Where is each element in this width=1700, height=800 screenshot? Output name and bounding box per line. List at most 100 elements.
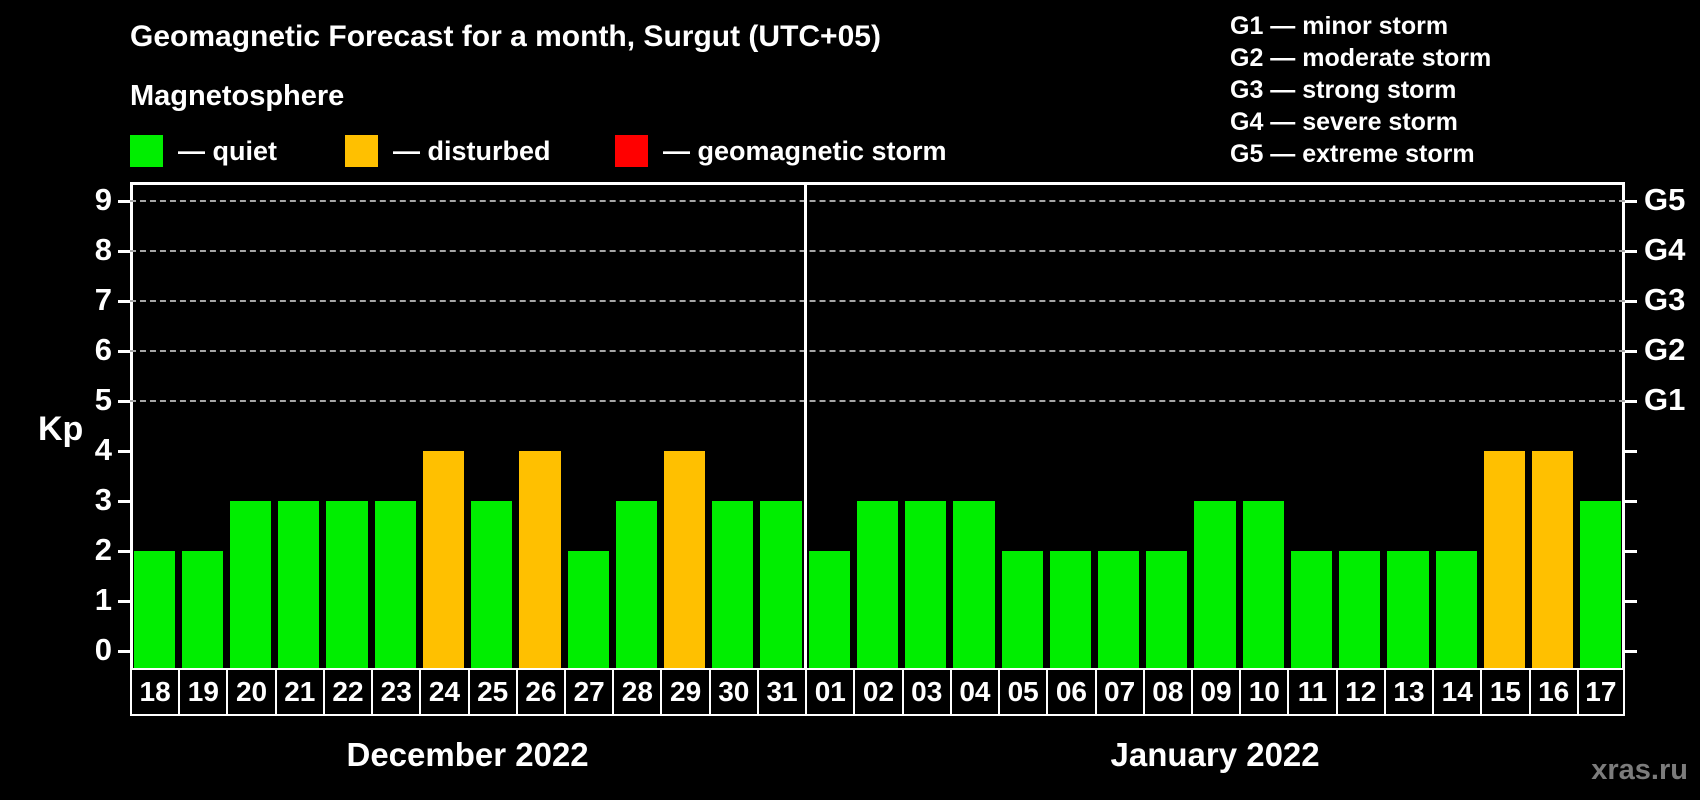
y-axis-tick-right <box>1625 650 1637 653</box>
y-axis-tick <box>118 250 130 253</box>
y-axis-tick-right <box>1625 200 1637 203</box>
day-label: 03 <box>901 668 952 716</box>
y-axis-tick-label: 1 <box>94 581 112 617</box>
storm-scale-line: G1 — minor storm <box>1230 12 1449 40</box>
plot-area <box>130 182 1625 668</box>
legend-label-disturbed: — disturbed <box>393 136 551 166</box>
kp-bar <box>1194 501 1236 668</box>
day-label: 27 <box>564 668 615 716</box>
day-label: 16 <box>1528 668 1579 716</box>
legend-swatch-quiet <box>130 135 163 167</box>
y-axis-tick-right <box>1625 450 1637 453</box>
kp-bar <box>374 501 416 668</box>
y-axis-tick <box>118 600 130 603</box>
kp-bar <box>1242 501 1284 668</box>
y-axis-tick-label: 5 <box>94 381 112 417</box>
y-axis-tick <box>118 400 130 403</box>
day-label: 31 <box>756 668 808 716</box>
day-label: 05 <box>998 668 1049 716</box>
day-label: 26 <box>515 668 567 716</box>
y-axis-title: Kp <box>38 410 84 448</box>
day-label: 07 <box>1094 668 1145 716</box>
kp-bar <box>712 501 754 668</box>
kp-bar <box>1532 451 1574 668</box>
y-axis-tick-right <box>1625 600 1637 603</box>
storm-scale-line: G3 — strong storm <box>1230 76 1457 104</box>
day-label: 21 <box>274 668 325 716</box>
y-axis-tick-right <box>1625 550 1637 553</box>
kp-bar <box>760 501 802 668</box>
y-axis-tick-label: 6 <box>94 331 112 367</box>
y-axis-tick-right <box>1625 500 1637 503</box>
day-label: 08 <box>1142 668 1193 716</box>
g-scale-label: G2 <box>1644 331 1686 367</box>
kp-bar <box>615 501 657 668</box>
y-axis-tick-label: 8 <box>94 231 112 267</box>
kp-gridline <box>130 250 1625 252</box>
magnetosphere-label: Magnetosphere <box>130 80 345 112</box>
kp-bar <box>1435 551 1477 668</box>
kp-bar <box>808 551 850 668</box>
kp-bar <box>953 501 995 668</box>
y-axis-tick-label: 2 <box>94 531 112 567</box>
kp-bar <box>181 551 223 668</box>
y-axis-tick <box>118 500 130 503</box>
y-axis-tick-right <box>1625 400 1637 403</box>
kp-bar <box>229 501 272 668</box>
y-axis-tick-label: 7 <box>94 281 112 317</box>
month-label: January 2022 <box>1110 736 1320 773</box>
kp-bar <box>1001 551 1043 668</box>
kp-bar <box>422 451 465 668</box>
y-axis-tick <box>118 350 130 353</box>
legend-label-storm: — geomagnetic storm <box>663 136 947 166</box>
y-axis-tick-label: 0 <box>94 631 112 667</box>
y-axis-tick <box>118 300 130 303</box>
day-label: 12 <box>1335 668 1386 716</box>
month-divider-line <box>803 182 807 668</box>
day-label: 19 <box>178 668 229 716</box>
kp-bar <box>1146 551 1188 668</box>
g-scale-label: G1 <box>1644 381 1686 417</box>
kp-gridline <box>130 350 1625 352</box>
day-label: 13 <box>1383 668 1435 716</box>
y-axis-tick-right <box>1625 300 1637 303</box>
y-axis-tick-label: 4 <box>94 431 112 467</box>
kp-gridline <box>130 400 1625 402</box>
day-label: 09 <box>1190 668 1242 716</box>
day-label: 17 <box>1576 668 1625 716</box>
day-label: 15 <box>1480 668 1531 716</box>
day-label: 18 <box>130 668 181 716</box>
kp-bar <box>1580 501 1622 668</box>
day-label: 11 <box>1287 668 1338 716</box>
day-label: 14 <box>1432 668 1483 716</box>
day-label: 23 <box>371 668 422 716</box>
y-axis-tick-label: 3 <box>94 481 112 517</box>
day-label: 25 <box>467 668 518 716</box>
watermark: xras.ru <box>1591 754 1688 786</box>
kp-bar <box>663 451 706 668</box>
y-axis-tick <box>118 550 130 553</box>
kp-bar <box>1049 551 1091 668</box>
kp-bar <box>1098 551 1140 668</box>
g-scale-label: G4 <box>1644 231 1686 267</box>
y-axis-tick <box>118 450 130 453</box>
day-label: 06 <box>1046 668 1097 716</box>
kp-bar <box>278 501 320 668</box>
storm-scale-legend: G1 — minor storm G2 — moderate storm G3 — … <box>1230 10 1491 170</box>
legend-swatch-disturbed <box>345 135 378 167</box>
g-scale-label: G3 <box>1644 281 1686 317</box>
y-axis-tick-right <box>1625 250 1637 253</box>
day-label: 22 <box>322 668 374 716</box>
storm-scale-line: G2 — moderate storm <box>1230 44 1492 72</box>
day-label: 30 <box>708 668 759 716</box>
y-axis-tick-label: 9 <box>94 181 112 217</box>
day-label: 10 <box>1239 668 1290 716</box>
kp-bar <box>471 501 513 668</box>
kp-bar <box>567 551 609 668</box>
day-label: 04 <box>949 668 1001 716</box>
legend-swatch-storm <box>615 135 648 167</box>
kp-gridline <box>130 200 1625 202</box>
day-label: 02 <box>853 668 904 716</box>
kp-bar <box>1290 551 1333 668</box>
